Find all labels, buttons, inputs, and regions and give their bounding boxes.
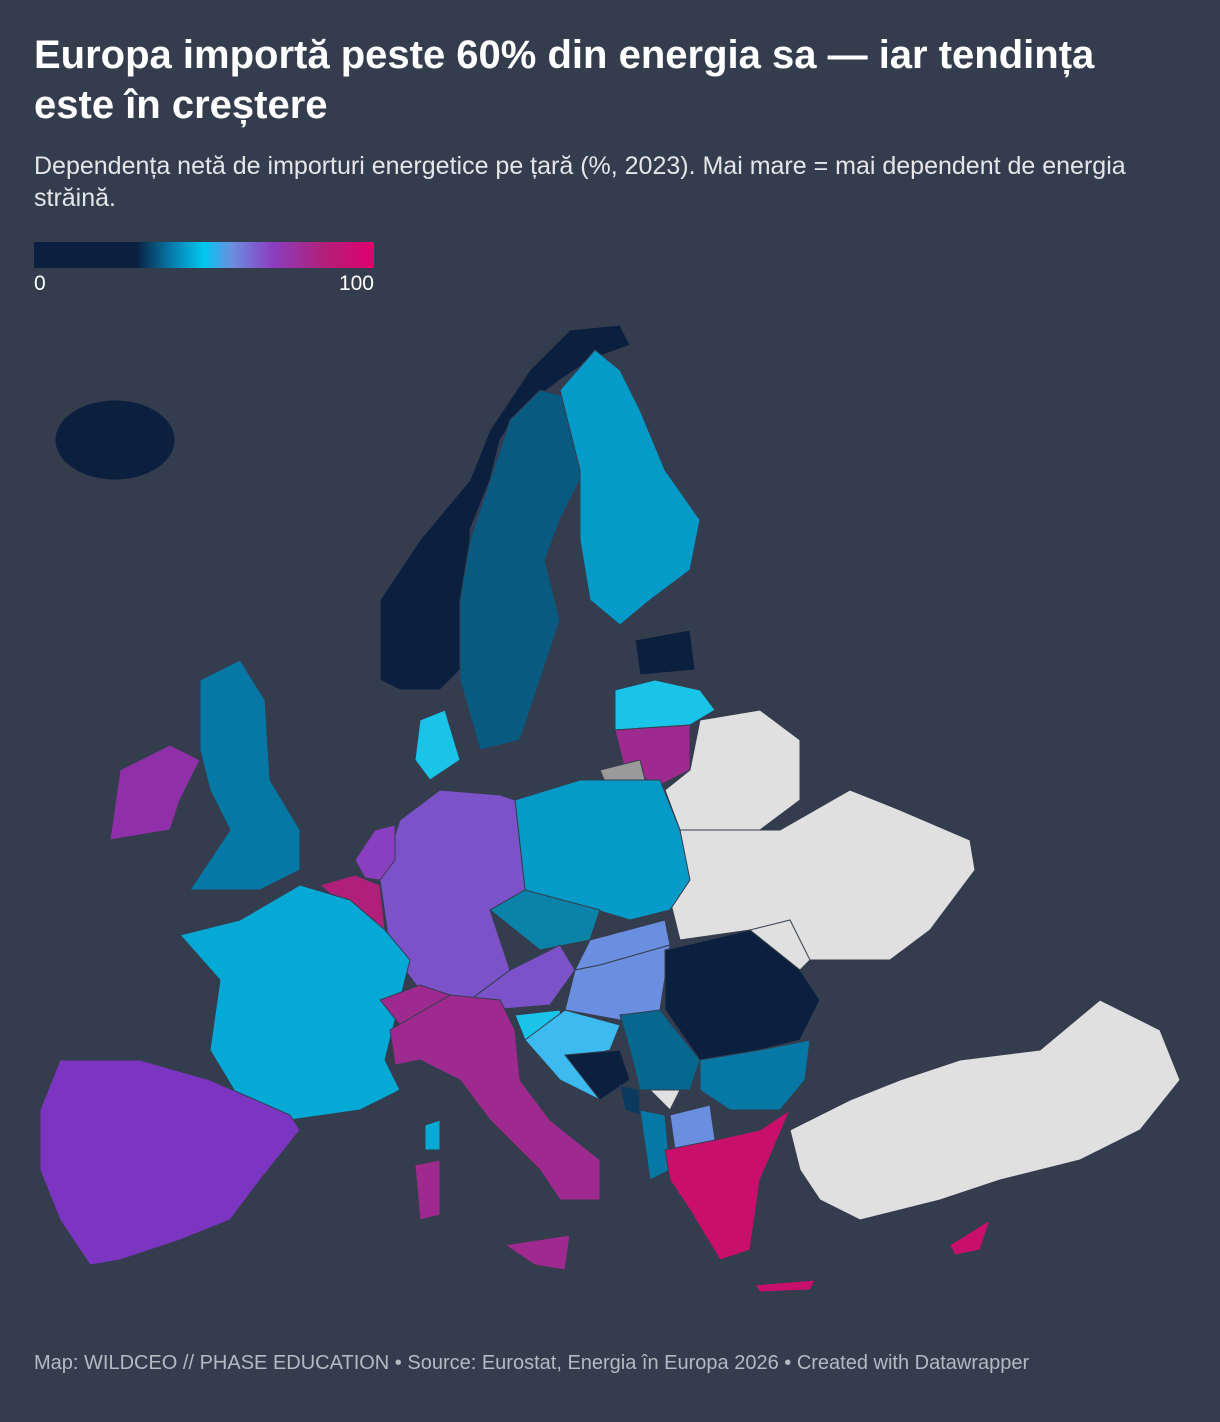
czechia <box>489 889 601 951</box>
sweden <box>459 389 591 751</box>
iceland <box>54 399 176 481</box>
kosovo <box>648 1089 681 1111</box>
subtitle: Dependența netă de importuri energetice … <box>34 152 1126 212</box>
france <box>179 884 411 1121</box>
albania <box>639 1109 671 1181</box>
estonia <box>634 629 696 676</box>
italy <box>389 994 601 1201</box>
corsica <box>424 1119 441 1151</box>
sicily <box>503 1234 571 1271</box>
legend-min: 0 <box>34 272 46 295</box>
ukraine <box>669 789 976 961</box>
sardinia <box>414 1159 441 1221</box>
kaliningrad <box>599 759 646 783</box>
montenegro <box>619 1084 641 1116</box>
footer: Map: WILDCEO // PHASE EDUCATION • Source… <box>34 1352 1030 1374</box>
finland <box>559 349 701 626</box>
greece <box>664 1108 792 1261</box>
cyprus <box>949 1218 991 1256</box>
bulgaria <box>699 1039 811 1111</box>
crete <box>754 1279 816 1293</box>
united-kingdom <box>189 659 301 891</box>
title: Europa importă peste 60% din energia sa … <box>34 33 1095 127</box>
legend-max: 100 <box>338 272 374 295</box>
ireland <box>109 744 201 841</box>
denmark <box>414 709 461 781</box>
turkey <box>789 999 1181 1221</box>
bosnia <box>564 1049 631 1101</box>
netherlands <box>354 824 396 881</box>
legend-gradient <box>34 242 374 268</box>
iberia <box>39 1059 301 1266</box>
serbia <box>619 1009 701 1091</box>
moldova <box>748 919 811 971</box>
